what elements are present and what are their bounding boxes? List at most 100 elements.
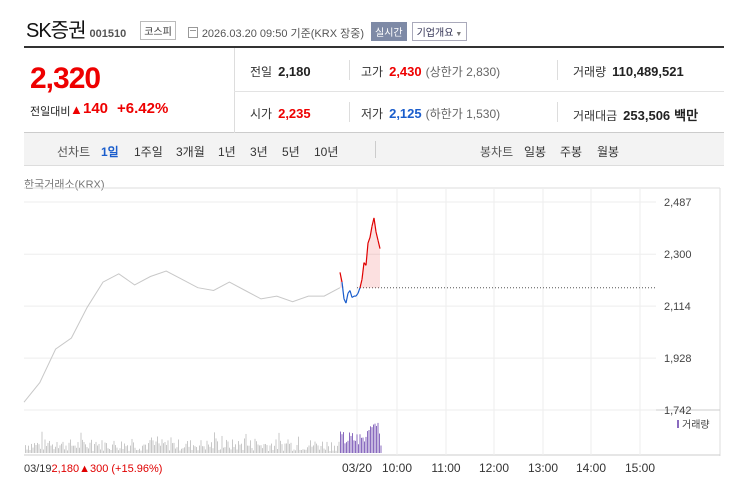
prev-volume-bar <box>176 447 178 453</box>
company-info-dropdown[interactable]: 기업개요 ▼ <box>411 22 468 41</box>
prev-volume-bar <box>37 442 38 453</box>
prev-volume-bar <box>326 441 328 453</box>
prev-volume-bar <box>256 441 257 453</box>
prev-volume-bar <box>295 450 296 453</box>
tab-1week[interactable]: 1주일 <box>134 145 163 159</box>
lower-limit-label: 하한가 <box>429 107 463 121</box>
prev-volume-bar <box>241 443 242 453</box>
tab-3month[interactable]: 3개월 <box>176 145 205 159</box>
prev-volume-bar <box>296 445 298 453</box>
prev-volume-bar <box>212 448 214 453</box>
today-price-segment-down <box>349 290 353 298</box>
tab-3year[interactable]: 3년 <box>250 145 268 159</box>
divider <box>557 60 558 80</box>
prev-volume-bar <box>134 447 136 453</box>
company-info-label: 기업개요 <box>416 28 454 39</box>
stock-code: 001510 <box>89 28 127 40</box>
prev-volume-bar <box>242 449 244 453</box>
today-volume-bar <box>340 431 341 453</box>
prev-volume-bar <box>286 443 287 453</box>
prev-volume-bar <box>35 445 37 453</box>
prev-volume-bar <box>97 445 98 453</box>
prev-volume-bar <box>173 442 175 453</box>
prev-volume-bar <box>247 445 248 453</box>
volume: 거래량 110,489,521 <box>573 63 684 80</box>
prev-volume-bar <box>52 444 53 453</box>
prev-volume-bar <box>26 449 28 453</box>
prev-volume-bar <box>253 450 254 453</box>
chart-area: 한국거래소(KRX) 2,487 2,300 2,114 1,928 1,742 거래량 0… <box>0 166 732 491</box>
prev-volume-bar <box>83 442 85 453</box>
prev-volume-bar <box>151 437 152 453</box>
prev-volume-bar <box>337 445 338 453</box>
prev-volume-bar <box>251 448 253 453</box>
tab-daily-candle[interactable]: 일봉 <box>524 145 547 159</box>
prev-volume-bar <box>245 433 247 453</box>
prev-volume-bar <box>329 450 331 453</box>
prev-volume-bar <box>119 448 121 453</box>
stock-name: SK증권 <box>26 20 86 42</box>
prev-volume-bar <box>200 440 202 453</box>
prev-close-value: 2,180 <box>278 64 311 79</box>
prev-volume-bar <box>323 448 325 453</box>
realtime-badge[interactable]: 실시간 <box>371 22 407 41</box>
today-volume-bar <box>347 440 349 453</box>
today-price-segment-up <box>365 242 369 266</box>
today-volume-bar <box>359 434 361 453</box>
prev-volume-bar <box>73 445 74 453</box>
prev-volume-bar <box>137 450 139 453</box>
prev-volume-bar <box>74 445 76 453</box>
prev-volume-bar <box>260 445 262 453</box>
low-price: 저가 2,125 (하한가 1,530) <box>361 106 501 121</box>
prev-volume-bar <box>94 443 95 453</box>
tab-1year[interactable]: 1년 <box>218 145 236 159</box>
today-volume-bar <box>371 427 373 453</box>
prev-volume-bar <box>239 444 241 453</box>
tab-weekly-candle[interactable]: 주봉 <box>560 145 583 159</box>
prev-volume-bar <box>274 445 275 453</box>
prev-volume-bar <box>262 448 263 453</box>
open-label: 시가 <box>250 107 273 121</box>
prev-volume-bar <box>160 445 161 453</box>
today-price-segment-down <box>345 293 349 304</box>
high-value: 2,430 <box>389 64 422 79</box>
prev-date: 03/19 <box>24 463 52 475</box>
tab-monthly-candle[interactable]: 월봉 <box>597 145 620 159</box>
prev-volume-bar <box>145 444 146 453</box>
today-volume-bar <box>370 426 371 453</box>
divider <box>234 91 724 92</box>
today-volume-bar <box>376 425 377 453</box>
prev-volume-bar <box>43 449 44 453</box>
upper-limit-label: 상한가 <box>429 65 463 79</box>
prev-volume-bar <box>25 445 26 453</box>
tab-1day[interactable]: 1일 <box>101 145 119 159</box>
amount-unit: 백만 <box>674 108 699 123</box>
prev-volume-bar <box>235 444 236 453</box>
prev-volume-bar <box>334 445 335 453</box>
volume-value: 110,489,521 <box>612 64 684 79</box>
prev-volume-bar <box>155 441 157 453</box>
prev-volume-bar <box>178 439 179 453</box>
prev-volume-bar <box>206 440 208 453</box>
prev-volume-bar <box>109 448 110 453</box>
prev-volume-bar <box>179 450 181 453</box>
prev-volume-bar <box>208 444 209 453</box>
y-tick-label: 2,300 <box>664 249 692 261</box>
prev-volume-bar <box>65 445 67 453</box>
prev-volume-bar <box>317 445 319 453</box>
prev-volume-bar <box>91 439 92 453</box>
prev-volume-bar <box>215 438 217 453</box>
prev-volume-bar <box>142 445 143 453</box>
tab-10year[interactable]: 10년 <box>314 145 339 159</box>
tab-5year[interactable]: 5년 <box>282 145 300 159</box>
current-price: 2,320 <box>30 62 101 95</box>
prev-volume-bar <box>79 447 80 453</box>
prev-volume-bar <box>163 443 164 453</box>
amount-label: 거래대금 <box>573 109 618 123</box>
prev-volume-bar <box>127 445 128 453</box>
prev-volume-bar <box>271 443 272 453</box>
chevron-down-icon: ▼ <box>455 31 463 38</box>
today-price-segment-down <box>355 292 359 297</box>
prev-volume-bar <box>281 444 283 453</box>
today-volume-bar <box>343 432 344 453</box>
